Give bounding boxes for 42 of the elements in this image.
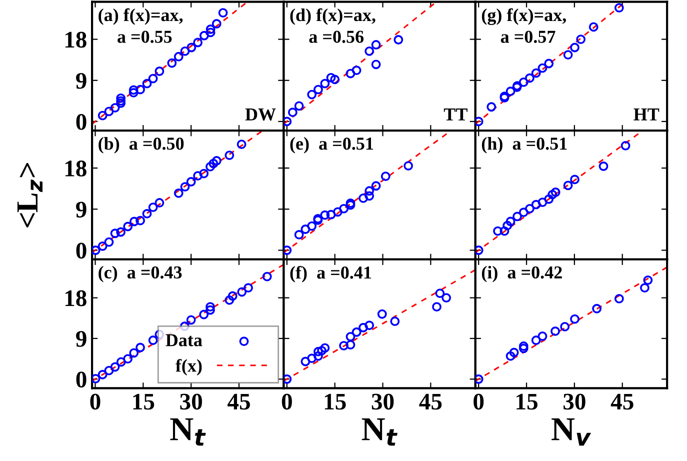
- annotation: a =0.55: [118, 30, 172, 43]
- x-axis-title: N$_{t}$: [362, 418, 398, 446]
- annotation: (e) a =0.51: [290, 137, 374, 154]
- annotation: (g) f(x)=ax,: [482, 8, 566, 25]
- x-tick-label: 45: [228, 394, 250, 410]
- y-tick-label: 9: [76, 72, 86, 89]
- x-tick-label: 15: [133, 394, 154, 410]
- y-tick-label: 0: [76, 372, 86, 388]
- annotation: (b) a =0.50: [98, 137, 184, 154]
- x-tick-label: 0: [474, 394, 484, 410]
- annotation: (h) a =0.51: [482, 137, 567, 154]
- x-tick-label: 30: [372, 394, 394, 410]
- annotation: (a) f(x)=ax,: [98, 8, 183, 25]
- y-tick-label: 18: [65, 32, 86, 48]
- x-tick-label: 0: [282, 394, 292, 410]
- x-tick-label: 30: [180, 394, 202, 410]
- x-tick-label: 45: [419, 394, 442, 410]
- x-tick-label: 30: [564, 394, 586, 410]
- x-tick-label: 0: [90, 394, 100, 410]
- annotation: (c) a =0.43: [98, 266, 182, 282]
- legend-label: Data: [166, 334, 202, 346]
- x-tick-label: 45: [610, 394, 634, 410]
- annotation: a =0.56: [309, 30, 364, 43]
- annotation: (f) a =0.41: [290, 266, 372, 282]
- x-tick-label: 15: [324, 394, 346, 410]
- annotation: DW: [245, 108, 276, 121]
- y-axis-title: <L$_{z}$>: [17, 162, 42, 228]
- y-tick-label: 0: [76, 114, 86, 130]
- x-axis-title: N$_{v}$: [552, 418, 592, 446]
- annotation: (d) f(x)=ax,: [290, 8, 376, 25]
- y-tick-label: 18: [65, 290, 86, 306]
- annotation: HT: [634, 108, 660, 120]
- y-tick-label: 0: [76, 242, 86, 259]
- y-tick-label: 9: [76, 202, 86, 218]
- annotation: a =0.57: [500, 30, 556, 43]
- y-tick-label: 9: [76, 331, 86, 347]
- annotation: TT: [444, 108, 468, 120]
- legend-label: f(x): [176, 358, 202, 376]
- y-tick-label: 18: [65, 160, 86, 176]
- x-axis-title: N$_{t}$: [170, 418, 206, 446]
- annotation: (i) a =0.42: [482, 266, 562, 282]
- x-tick-label: 15: [516, 394, 538, 410]
